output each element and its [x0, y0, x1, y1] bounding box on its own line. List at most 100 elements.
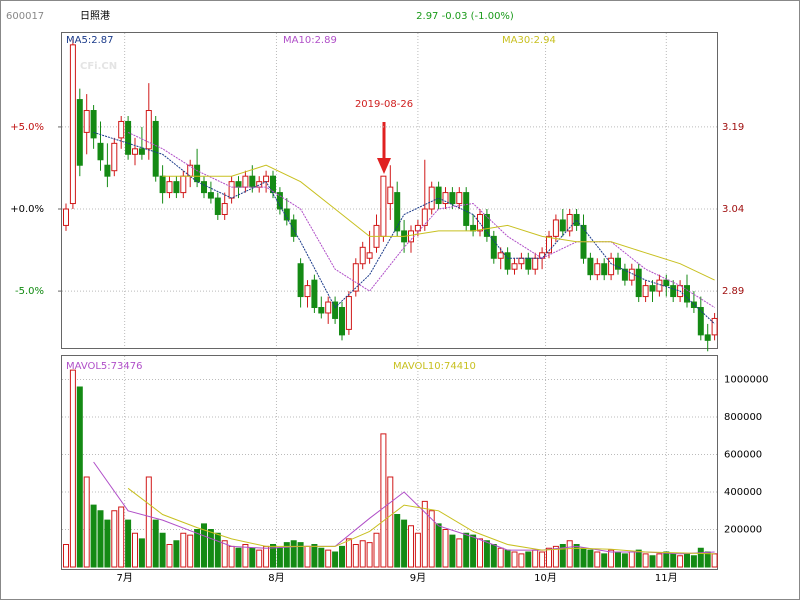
volume-bar — [649, 555, 656, 568]
x-tick-label: 7月 — [116, 572, 132, 584]
candle-body — [518, 257, 525, 265]
x-tick-label: 8月 — [268, 572, 284, 584]
candle-body — [69, 44, 76, 205]
candle-body — [525, 257, 532, 270]
volume-bar — [463, 532, 470, 568]
candle-body — [63, 208, 69, 226]
volume-bar — [359, 540, 366, 568]
candle-body — [339, 307, 345, 336]
candle-body — [159, 175, 166, 194]
volume-bar — [635, 549, 642, 568]
candle-body — [201, 181, 207, 194]
candle-body — [380, 175, 387, 237]
candle-body — [456, 192, 463, 205]
y-tick-label-left: +5.0% — [10, 122, 44, 133]
candle-body — [483, 213, 490, 237]
volume-bar — [276, 547, 283, 568]
candle-body — [207, 192, 214, 199]
volume-bar — [387, 476, 394, 568]
candle-body — [290, 219, 297, 237]
candle-body — [352, 263, 359, 292]
candle-body — [490, 235, 497, 259]
candle-body — [656, 279, 663, 292]
volume-panel — [61, 355, 718, 570]
volume-bar — [518, 553, 525, 568]
annotation-arrowhead — [377, 158, 391, 174]
candle-body — [552, 219, 559, 237]
volume-bar — [104, 519, 111, 568]
x-tick-label: 9月 — [410, 572, 426, 584]
volume-bar — [435, 523, 442, 568]
volume-bar — [525, 551, 532, 568]
volume-bar — [325, 549, 332, 568]
candle-body — [242, 175, 249, 188]
stock-code: 600017 — [6, 11, 44, 22]
volume-bar — [242, 544, 249, 568]
candle-body — [83, 110, 90, 133]
candle-body — [621, 268, 628, 281]
candle-body — [504, 252, 511, 270]
volume-bar — [670, 553, 677, 568]
volume-bar — [677, 555, 684, 568]
volume-bar — [339, 545, 345, 568]
candle-body — [228, 181, 235, 199]
volume-bar — [401, 519, 408, 568]
candle-body — [566, 213, 573, 232]
candle-body — [145, 110, 152, 150]
volume-bar — [69, 369, 76, 568]
y-tick-label-left: +0.0% — [10, 204, 44, 215]
candle-body — [642, 285, 649, 298]
volume-bar — [152, 519, 159, 568]
volume-bar — [187, 534, 194, 568]
candle-body — [332, 301, 339, 319]
candle-body — [111, 142, 118, 172]
x-tick-label: 10月 — [534, 572, 557, 584]
volume-bar — [366, 542, 373, 568]
volume-bar — [663, 551, 670, 568]
volume-bar — [380, 433, 387, 568]
candle-body — [97, 142, 104, 161]
candle-body — [684, 285, 690, 303]
volume-bar — [539, 551, 546, 568]
quote: 2.97 -0.03 (-1.00%) — [416, 11, 514, 22]
candle-body — [104, 164, 111, 177]
y-tick-label: 3.04 — [722, 204, 744, 215]
legend-label: MA10:2.89 — [283, 35, 337, 46]
legend-label: MA5:2.87 — [66, 35, 113, 46]
volume-bar — [711, 553, 718, 568]
volume-bar — [601, 553, 608, 568]
candle-body — [118, 120, 125, 139]
stock-name: 日照港 — [80, 10, 110, 22]
candle-body — [214, 197, 221, 215]
volume-bar — [428, 510, 435, 568]
volume-bar — [408, 525, 414, 568]
watermark: CFi.CN — [80, 61, 117, 72]
volume-bar — [532, 549, 539, 568]
volume-bar — [263, 545, 270, 568]
y-tick-label: 200000 — [724, 525, 762, 536]
candle-body — [573, 213, 580, 226]
candle-body — [276, 192, 283, 210]
candle-body — [449, 192, 456, 205]
ma-line — [93, 131, 715, 325]
candle-body — [76, 99, 83, 166]
candle-body — [408, 230, 414, 243]
candle-body — [297, 263, 304, 298]
candle-body — [249, 175, 256, 188]
volume-bar — [207, 529, 214, 568]
volume-bar — [504, 549, 511, 568]
volume-bar — [615, 551, 621, 568]
candle-body — [414, 224, 421, 232]
y-tick-label-left: -5.0% — [15, 286, 44, 297]
candle-body — [463, 192, 470, 226]
volume-bar — [83, 476, 90, 568]
volume-bar — [656, 553, 663, 568]
volume-bar — [642, 553, 649, 568]
volume-bar — [221, 540, 228, 568]
volume-bar — [511, 551, 518, 568]
volume-bar — [76, 386, 83, 568]
volume-bar — [201, 523, 207, 568]
candle-body — [283, 208, 290, 221]
volume-bar — [180, 532, 187, 568]
candle-body — [608, 257, 615, 276]
